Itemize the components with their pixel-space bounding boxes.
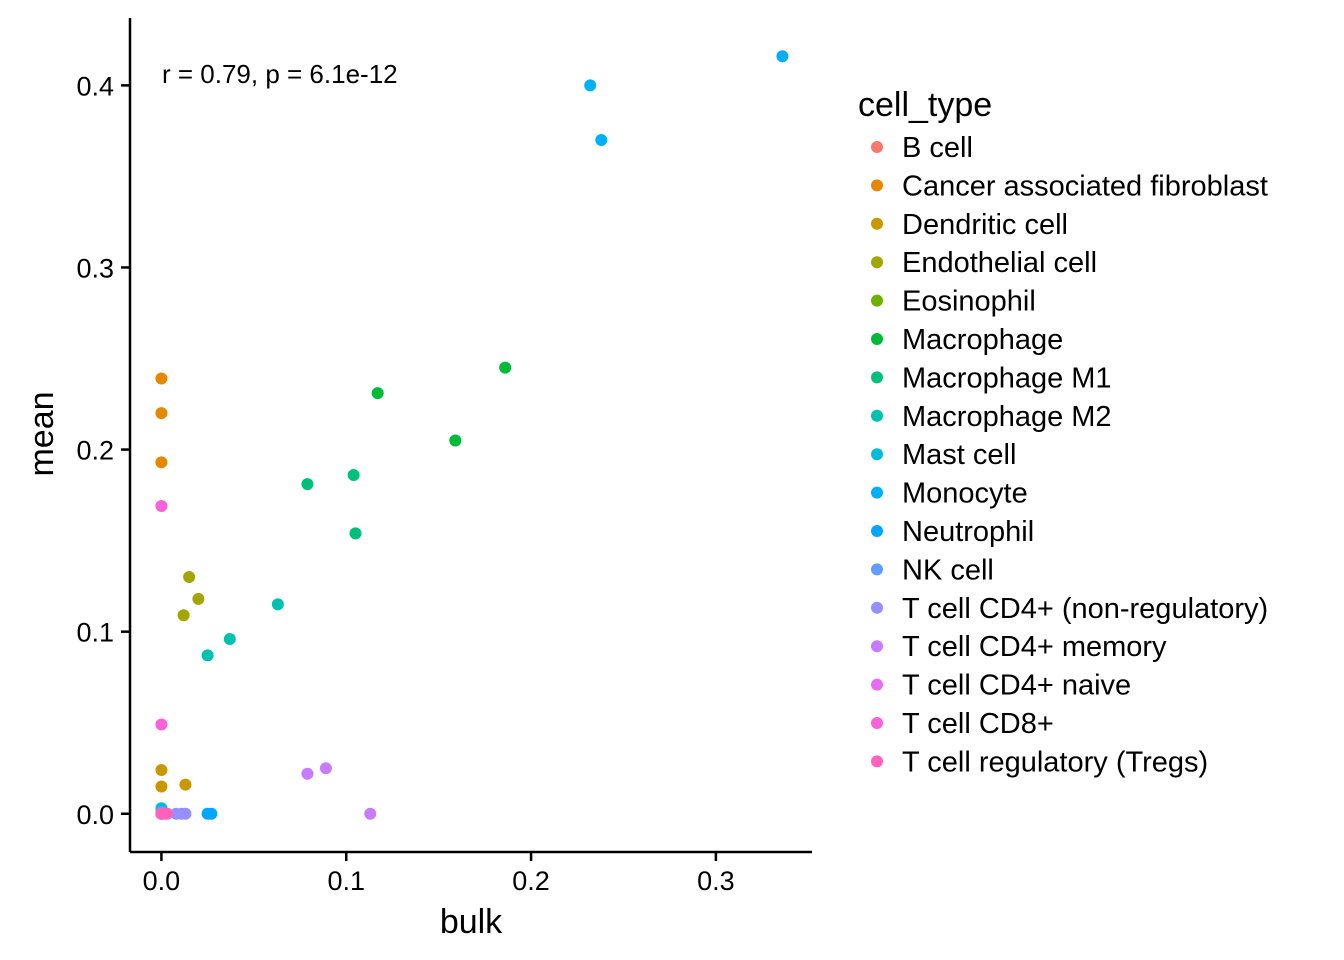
data-point-macrophage-m2 xyxy=(223,632,236,645)
legend-entry-label: Cancer associated fibroblast xyxy=(902,170,1268,202)
legend-title: cell_type xyxy=(858,86,992,124)
y-tick-label: 0.4 xyxy=(76,71,114,101)
legend-entry-label: T cell CD4+ memory xyxy=(902,631,1167,663)
data-point-endothelial-cell xyxy=(183,571,196,584)
data-point-t-cell-cd8 xyxy=(155,500,168,513)
axes: 0.0 0.1 0.2 0.3 0.0 0.1 0.2 0.3 0.4 xyxy=(76,18,812,896)
legend-key xyxy=(871,678,883,691)
legend-entry-label: T cell regulatory (Tregs) xyxy=(902,746,1208,778)
y-axis-title: mean xyxy=(23,391,61,476)
x-tick-label: 0.0 xyxy=(143,866,181,896)
data-point-macrophage-m1 xyxy=(347,469,360,482)
data-point-monocyte xyxy=(584,79,597,92)
data-point-dendritic-cell xyxy=(155,780,168,793)
data-point-t-cell-regulatory-tregs xyxy=(160,807,173,820)
y-tick-label: 0.3 xyxy=(76,253,114,283)
x-tick-label: 0.2 xyxy=(512,866,550,896)
y-tick-label: 0.2 xyxy=(76,436,114,466)
plot-points xyxy=(155,50,789,820)
y-tick-label: 0.1 xyxy=(76,618,114,648)
data-point-t-cell-cd4-memory xyxy=(319,762,332,775)
data-point-cancer-associated-fibroblast xyxy=(155,372,168,385)
legend-key xyxy=(871,640,883,653)
legend-entry-label: T cell CD8+ xyxy=(902,708,1054,740)
data-point-macrophage-m2 xyxy=(271,598,284,611)
legend-entry-label: T cell CD4+ naive xyxy=(902,670,1131,702)
legend-key xyxy=(871,294,883,307)
legend-key xyxy=(871,563,883,576)
legend-entry-label: Monocyte xyxy=(902,478,1028,510)
data-point-monocyte xyxy=(776,50,789,63)
legend-entry-label: Mast cell xyxy=(902,439,1016,471)
correlation-annotation: r = 0.79, p = 6.1e-12 xyxy=(162,59,398,89)
legend-key xyxy=(871,371,883,384)
legend-key xyxy=(871,755,883,768)
legend-entry-label: NK cell xyxy=(902,554,994,586)
x-tick-label: 0.1 xyxy=(327,866,365,896)
legend-key xyxy=(871,486,883,499)
data-point-t-cell-cd8 xyxy=(155,718,168,731)
data-point-macrophage-m1 xyxy=(349,527,362,540)
legend: cell_type B cell Cancer associated fibrob… xyxy=(858,86,1268,778)
legend-key xyxy=(871,256,883,269)
y-tick-label: 0.0 xyxy=(76,800,114,830)
legend-entry-label: Macrophage M1 xyxy=(902,362,1112,394)
legend-entry-label: Endothelial cell xyxy=(902,247,1097,279)
data-point-endothelial-cell xyxy=(192,592,205,605)
legend-key xyxy=(871,525,883,537)
data-point-macrophage xyxy=(449,434,462,447)
data-point-dendritic-cell xyxy=(179,778,192,791)
data-point-macrophage-m2 xyxy=(201,649,214,662)
data-point-cancer-associated-fibroblast xyxy=(155,407,168,420)
data-point-endothelial-cell xyxy=(177,609,190,622)
legend-entry-label: B cell xyxy=(902,132,973,164)
legend-entry-label: Dendritic cell xyxy=(902,209,1068,241)
legend-key xyxy=(871,717,883,729)
data-point-monocyte xyxy=(595,134,608,147)
data-point-macrophage xyxy=(371,387,384,400)
data-point-macrophage-m1 xyxy=(301,478,314,491)
legend-key xyxy=(871,217,883,230)
data-point-neutrophil xyxy=(205,807,218,820)
data-point-t-cell-cd4-memory xyxy=(364,807,377,820)
legend-entry-label: Neutrophil xyxy=(902,516,1034,548)
data-point-macrophage xyxy=(499,361,512,374)
x-axis-title: bulk xyxy=(440,903,503,941)
legend-entry-label: Eosinophil xyxy=(902,286,1036,318)
legend-key xyxy=(871,179,883,192)
data-point-cancer-associated-fibroblast xyxy=(155,456,168,469)
legend-key xyxy=(871,333,883,345)
legend-entry-label: T cell CD4+ (non-regulatory) xyxy=(902,593,1268,625)
data-point-t-cell-cd4-non-regulatory xyxy=(179,807,192,820)
legend-key xyxy=(871,141,883,153)
data-point-dendritic-cell xyxy=(155,764,168,777)
x-tick-label: 0.3 xyxy=(697,866,735,896)
data-point-t-cell-cd4-memory xyxy=(301,767,314,780)
legend-entry-label: Macrophage xyxy=(902,324,1063,356)
legend-key xyxy=(871,409,883,422)
legend-key xyxy=(871,601,883,614)
legend-entry-label: Macrophage M2 xyxy=(902,401,1112,433)
legend-key xyxy=(871,448,883,461)
